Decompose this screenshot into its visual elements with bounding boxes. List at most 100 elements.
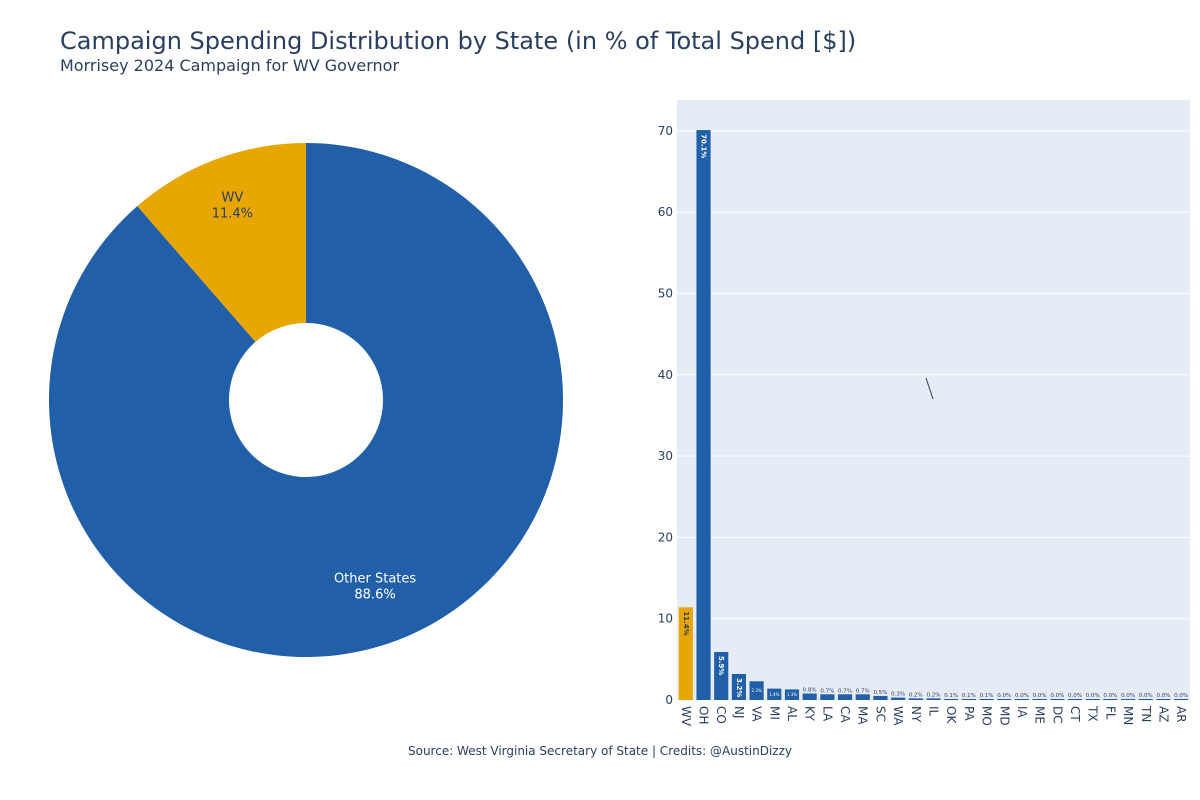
x-tick-label: WA <box>891 706 905 726</box>
plot-area <box>677 100 1190 700</box>
bar-value-label: 0.0% <box>1156 693 1170 699</box>
x-tick-label: VA <box>750 706 764 722</box>
bar-value-label: 0.0% <box>1174 693 1188 699</box>
x-tick-label: NY <box>909 706 923 723</box>
bar-mo[interactable] <box>979 699 994 700</box>
x-tick-label: DC <box>1050 706 1064 724</box>
pie-label-other-states: Other States <box>334 572 416 587</box>
x-tick-label: MN <box>1121 706 1135 725</box>
pie-slice-wv[interactable] <box>137 143 306 342</box>
bar-value-label: 0.1% <box>980 693 994 699</box>
bar-me[interactable] <box>1032 699 1047 700</box>
bar-mn[interactable] <box>1121 699 1136 700</box>
bar-ok[interactable] <box>944 699 959 700</box>
bar-value-label: 0.0% <box>1015 693 1029 699</box>
x-tick-label: TX <box>1086 705 1100 722</box>
bar-value-label: 0.0% <box>1033 693 1047 699</box>
x-tick-label: AZ <box>1156 706 1170 722</box>
bar-la[interactable] <box>820 694 835 700</box>
y-tick-label: 30 <box>658 449 673 463</box>
x-tick-label: KY <box>803 706 817 721</box>
bar-chart: 0 10 20 30 40 50 60 70 11.4% WV 70.1% OH 5.9% CO 3.2% N… <box>658 100 1190 727</box>
y-tick-label: 40 <box>658 368 673 382</box>
bar-value-label: 0.0% <box>1050 693 1064 699</box>
bar-value-label: 0.2% <box>909 692 923 698</box>
x-tick-label: WV <box>679 706 693 727</box>
bar-oh[interactable] <box>696 130 711 700</box>
bar-ma[interactable] <box>855 694 870 700</box>
x-tick-label: MO <box>980 706 994 726</box>
x-tick-label: MI <box>767 706 781 720</box>
bar-value-label: 70.1% <box>700 134 708 158</box>
bar-value-label: 0.8% <box>803 687 817 693</box>
y-tick-label: 0 <box>665 693 673 707</box>
bar-value-label: 0.2% <box>927 692 941 698</box>
bar-value-label: 5.9% <box>717 656 725 675</box>
pie-value-other-states: 88.6% <box>354 588 395 603</box>
bar-value-label: 0.1% <box>944 693 958 699</box>
bar-al[interactable] <box>784 689 800 700</box>
y-tick-label: 10 <box>658 612 673 626</box>
bar-value-label: 0.1% <box>962 693 976 699</box>
bar-value-label: 0.3% <box>891 692 905 698</box>
pie-slice-other-states[interactable] <box>48 143 563 657</box>
bar-wa[interactable] <box>891 697 906 700</box>
bar-value-label: 0.0% <box>1086 693 1100 699</box>
x-tick-label: PA <box>962 706 976 721</box>
bar-fl[interactable] <box>1103 699 1118 700</box>
y-tick-label: 50 <box>658 286 673 300</box>
bar-ky[interactable] <box>802 693 817 700</box>
x-tick-label: IL <box>927 706 941 717</box>
bar-tn[interactable] <box>1138 699 1153 700</box>
bar-value-label: 0.0% <box>1121 693 1135 699</box>
bar-mi[interactable] <box>767 688 782 700</box>
y-tick-label: 70 <box>658 124 673 138</box>
bar-md[interactable] <box>997 699 1012 700</box>
x-tick-label: MA <box>856 706 870 725</box>
pie-label-wv: WV <box>222 190 244 205</box>
bar-co[interactable] <box>714 652 729 700</box>
x-tick-label: CA <box>838 706 852 723</box>
bar-value-label: 0.7% <box>856 688 870 694</box>
chart-subtitle: Morrisey 2024 Campaign for WV Governor <box>60 56 400 75</box>
bar-value-label: 0.5% <box>873 690 887 696</box>
bar-pa[interactable] <box>961 699 976 700</box>
x-tick-label: IA <box>1015 706 1029 719</box>
bar-az[interactable] <box>1156 699 1171 700</box>
x-tick-label: AR <box>1174 706 1188 723</box>
bar-value-label: 2.3% <box>752 688 762 693</box>
x-tick-label: ME <box>1033 706 1047 724</box>
bar-value-label: 0.7% <box>838 688 852 694</box>
bar-tx[interactable] <box>1085 699 1100 700</box>
x-tick-label: CO <box>714 706 728 724</box>
bar-value-label: 0.0% <box>1139 693 1153 699</box>
bar-value-label: 0.7% <box>820 688 834 694</box>
bar-dc[interactable] <box>1050 699 1065 700</box>
bar-ca[interactable] <box>837 694 853 700</box>
bar-value-label: 0.0% <box>1068 693 1082 699</box>
bar-ar[interactable] <box>1174 699 1189 700</box>
bar-ct[interactable] <box>1067 699 1083 700</box>
bar-nj[interactable] <box>731 673 746 700</box>
x-tick-label: OH <box>697 706 711 724</box>
bar-value-label: 0.0% <box>1103 693 1117 699</box>
bar-value-label: 11.4% <box>682 611 690 635</box>
bar-ny[interactable] <box>908 698 923 700</box>
bar-va[interactable] <box>749 681 764 700</box>
x-tick-label: AL <box>785 706 799 721</box>
x-tick-label: SC <box>873 706 887 722</box>
x-tick-label: LA <box>820 706 834 722</box>
source-credits: Source: West Virginia Secretary of State… <box>407 744 792 758</box>
bar-ia[interactable] <box>1014 699 1030 700</box>
bar-sc[interactable] <box>873 695 888 700</box>
bar-value-label: 3.2% <box>735 678 743 697</box>
bar-wv[interactable] <box>678 607 693 700</box>
x-tick-label: MD <box>997 706 1011 726</box>
x-tick-label: NJ <box>732 706 746 719</box>
annotation-mark <box>925 377 934 400</box>
chart-title: Campaign Spending Distribution by State … <box>60 27 857 55</box>
x-tick-label: CT <box>1068 706 1082 722</box>
bar-value-label: 1.4% <box>769 692 779 697</box>
bar-il[interactable] <box>926 698 941 700</box>
